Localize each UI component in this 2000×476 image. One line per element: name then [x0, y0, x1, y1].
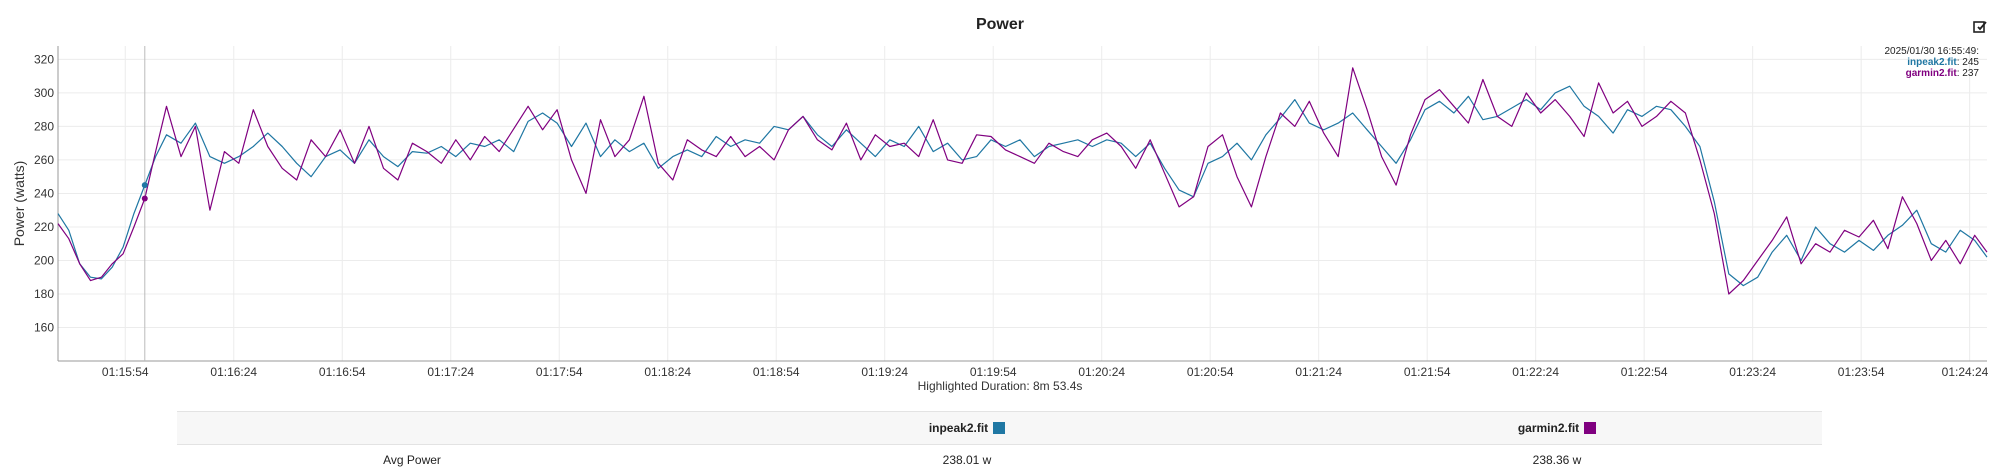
avg-power-garmin: 238.36 w — [1532, 453, 1582, 467]
y-tick-label: 320 — [34, 52, 54, 66]
y-axis-label: Power (watts) — [11, 161, 27, 247]
summary-table-header: inpeak2.fit garmin2.fit — [177, 411, 1822, 445]
y-tick-label: 220 — [34, 220, 54, 234]
tooltip-garmin-label: garmin2.fit — [1905, 68, 1957, 79]
x-tick-label: 01:17:24 — [427, 365, 474, 379]
x-tick-label: 01:19:24 — [861, 365, 908, 379]
chart-tooltip: 2025/01/30 16:55:49: inpeak2.fit: 245 ga… — [1884, 46, 1979, 79]
x-tick-label: 01:16:54 — [319, 365, 366, 379]
x-tick-label: 01:22:54 — [1621, 365, 1668, 379]
series-inpeak-line — [57, 85, 1988, 287]
x-tick-label: 01:15:54 — [102, 365, 149, 379]
y-tick-label: 240 — [34, 186, 54, 200]
x-tick-label: 01:18:54 — [753, 365, 800, 379]
hover-marker-garmin — [141, 195, 148, 202]
x-tick-label: 01:20:24 — [1078, 365, 1125, 379]
hover-marker-inpeak — [141, 182, 148, 189]
column-header-inpeak-label: inpeak2.fit — [928, 421, 989, 435]
avg-power-inpeak: 238.01 w — [942, 453, 992, 467]
x-tick-label: 01:23:54 — [1838, 365, 1885, 379]
row-label-avg-power: Avg Power — [383, 453, 441, 467]
x-tick-label: 01:17:54 — [536, 365, 583, 379]
x-tick-label: 01:20:54 — [1187, 365, 1234, 379]
y-tick-label: 260 — [34, 153, 54, 167]
chart-title: Power — [975, 16, 1024, 33]
x-tick-label: 01:16:24 — [210, 365, 257, 379]
power-chart[interactable]: 160 180 200 220 240 260 280 300 320 01:15:54 01:16… — [0, 0, 2000, 410]
y-tick-label: 280 — [34, 119, 54, 133]
y-tick-label: 300 — [34, 86, 54, 100]
x-tick-label: 01:18:24 — [644, 365, 691, 379]
x-tick-label: 01:19:54 — [970, 365, 1017, 379]
x-tick-label: 01:21:54 — [1404, 365, 1451, 379]
x-tick-label: 01:21:24 — [1295, 365, 1342, 379]
tooltip-garmin-value: : 237 — [1956, 68, 1979, 79]
column-header-garmin-label: garmin2.fit — [1517, 421, 1580, 435]
x-axis-label: Highlighted Duration: 8m 53.4s — [918, 379, 1083, 393]
edit-icon[interactable] — [1973, 20, 1987, 34]
x-tick-label: 01:24:24 — [1942, 365, 1989, 379]
tooltip-inpeak-value: : 245 — [1956, 57, 1979, 68]
inpeak-color-swatch — [993, 422, 1006, 434]
summary-table: inpeak2.fit garmin2.fit Avg Power 238.01… — [177, 411, 1822, 475]
tooltip-time: 2025/01/30 16:55:49: — [1884, 46, 1979, 57]
y-tick-label: 200 — [34, 253, 54, 267]
column-header-inpeak: inpeak2.fit — [757, 412, 1177, 444]
table-row: Avg Power 238.01 w 238.36 w — [177, 445, 1822, 475]
series-garmin-line — [57, 67, 1988, 295]
column-header-garmin: garmin2.fit — [1347, 412, 1767, 444]
y-tick-label: 160 — [34, 320, 54, 334]
x-tick-label: 01:22:24 — [1512, 365, 1559, 379]
x-tick-label: 01:23:24 — [1729, 365, 1776, 379]
y-tick-label: 180 — [34, 287, 54, 301]
tooltip-inpeak-label: inpeak2.fit — [1907, 57, 1957, 68]
garmin-color-swatch — [1584, 422, 1597, 434]
